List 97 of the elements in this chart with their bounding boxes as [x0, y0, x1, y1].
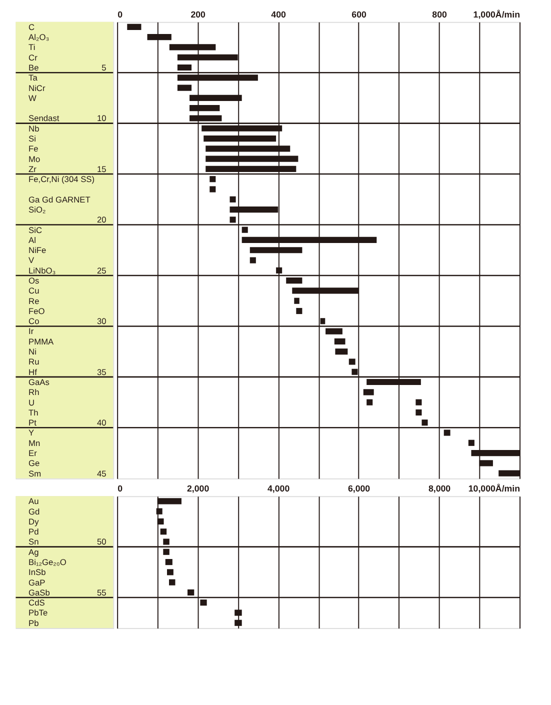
- y-tick-label: Os: [28, 276, 40, 286]
- y-tick-label: Ti: [28, 42, 36, 52]
- bar: [363, 389, 374, 396]
- y-tick-label: Pt: [28, 418, 38, 428]
- bar: [366, 399, 373, 406]
- text: 25: [96, 265, 107, 276]
- y-tick-label: Fe,Cr,Ni (304 SS): [28, 174, 95, 184]
- x-tick-label: 10,000Å/min: [468, 484, 520, 494]
- bar: [210, 186, 216, 192]
- y-tick-label: Zr: [28, 164, 37, 174]
- text: 5: [102, 62, 107, 72]
- text: 35: [96, 366, 107, 377]
- y-tick-label: GaSb: [28, 587, 50, 598]
- y-tick-label: U: [28, 397, 35, 408]
- x-tick-label: 400: [271, 9, 286, 20]
- y-tick-label: Ge: [28, 458, 40, 468]
- bar: [177, 84, 192, 91]
- bar: [230, 196, 236, 202]
- text: 50: [96, 536, 107, 547]
- y-tick-label: V: [28, 255, 35, 266]
- bar: [348, 358, 356, 365]
- y-tick-label: Ta: [28, 72, 38, 83]
- x-tick-label: 0: [118, 9, 123, 20]
- y-tick-label: Ag: [28, 546, 40, 557]
- y-tick-label: Be: [28, 62, 40, 72]
- x-tick-label: 2,000: [186, 484, 210, 494]
- bar: [127, 24, 142, 30]
- x-tick-label: 6,000: [348, 484, 370, 494]
- y-tick-label: Y: [28, 428, 35, 438]
- y-tick-label: Sm: [28, 468, 42, 478]
- bar: [250, 257, 256, 264]
- y-tick-label: NiFe: [28, 245, 47, 256]
- x-tick-label: 0: [118, 484, 123, 494]
- x-tick-label: 800: [432, 9, 447, 20]
- x-tick-label: 8,000: [428, 484, 451, 494]
- y-tick-label: Re: [28, 296, 40, 306]
- y-tick-label: Pb: [28, 618, 40, 628]
- y-tick-label: FeO: [28, 306, 46, 316]
- y-tick-label: W: [28, 92, 37, 103]
- bar: [294, 298, 300, 304]
- text: 40: [96, 418, 107, 428]
- y-tick-label: Nb: [28, 123, 40, 134]
- y-tick-label: Cu: [28, 286, 40, 296]
- y-tick-label: C: [28, 22, 35, 32]
- y-tick-label: PMMA: [28, 336, 54, 346]
- text: 20: [96, 214, 107, 225]
- bar: [169, 579, 176, 586]
- y-tick-label: GaAs: [28, 376, 50, 387]
- x-tick-label: 200: [190, 9, 206, 20]
- text: 55: [96, 587, 107, 598]
- bar: [160, 528, 167, 535]
- y-tick-label: Bi₁₂Ge₂₀O: [28, 556, 67, 567]
- y-tick-label: GaP: [28, 577, 46, 588]
- y-tick-label: LiNbO₃: [28, 265, 56, 276]
- y-tick-label: Ga Gd GARNET: [28, 194, 90, 204]
- y-tick-label: Fe: [28, 144, 39, 154]
- bar: [334, 338, 346, 344]
- y-tick-label: Hf: [28, 366, 38, 377]
- y-tick-label: Gd: [28, 506, 40, 516]
- y-tick-label: SiO₂: [28, 204, 46, 214]
- y-tick-label: SiC: [28, 224, 42, 235]
- bar: [416, 399, 422, 406]
- y-tick-label: Mo: [28, 154, 40, 164]
- y-tick-label: Cr: [28, 52, 38, 62]
- x-tick-label: 4,000: [267, 484, 290, 494]
- y-tick-label: Pd: [28, 526, 40, 537]
- text: 30: [96, 316, 107, 326]
- x-tick-label: 1,000Å/min: [473, 9, 520, 20]
- bar: [416, 409, 422, 416]
- y-tick-label: CdS: [28, 598, 46, 608]
- y-tick-label: Sn: [28, 536, 40, 547]
- y-tick-label: Au: [28, 496, 40, 506]
- y-tick-label: Si: [28, 133, 36, 144]
- y-tick-label: Al: [28, 234, 36, 245]
- y-tick-label: Co: [28, 316, 40, 326]
- x-tick-label: 600: [352, 9, 366, 20]
- y-tick-label: Ir: [28, 326, 34, 336]
- bar: [165, 558, 172, 566]
- y-tick-label: Ru: [28, 356, 40, 367]
- y-tick-label: Mn: [28, 438, 40, 448]
- y-tick-label: Dy: [28, 516, 40, 526]
- bar: [166, 569, 174, 576]
- y-tick-label: Ni: [28, 346, 37, 357]
- bar: [296, 308, 302, 314]
- y-tick-label: Sendast: [28, 113, 60, 124]
- y-tick-label: Rh: [28, 387, 40, 398]
- y-tick-label: Al₂O₃: [28, 32, 50, 42]
- y-tick-label: InSb: [28, 567, 46, 578]
- text: 15: [96, 164, 107, 174]
- text: 45: [96, 468, 107, 478]
- y-tick-label: NiCr: [28, 82, 46, 93]
- y-tick-label: PbTe: [28, 608, 48, 618]
- text: 10: [96, 113, 107, 124]
- y-tick-label: Er: [28, 448, 38, 458]
- bar: [335, 348, 348, 355]
- y-tick-label: Th: [28, 407, 39, 418]
- bar: [468, 440, 474, 446]
